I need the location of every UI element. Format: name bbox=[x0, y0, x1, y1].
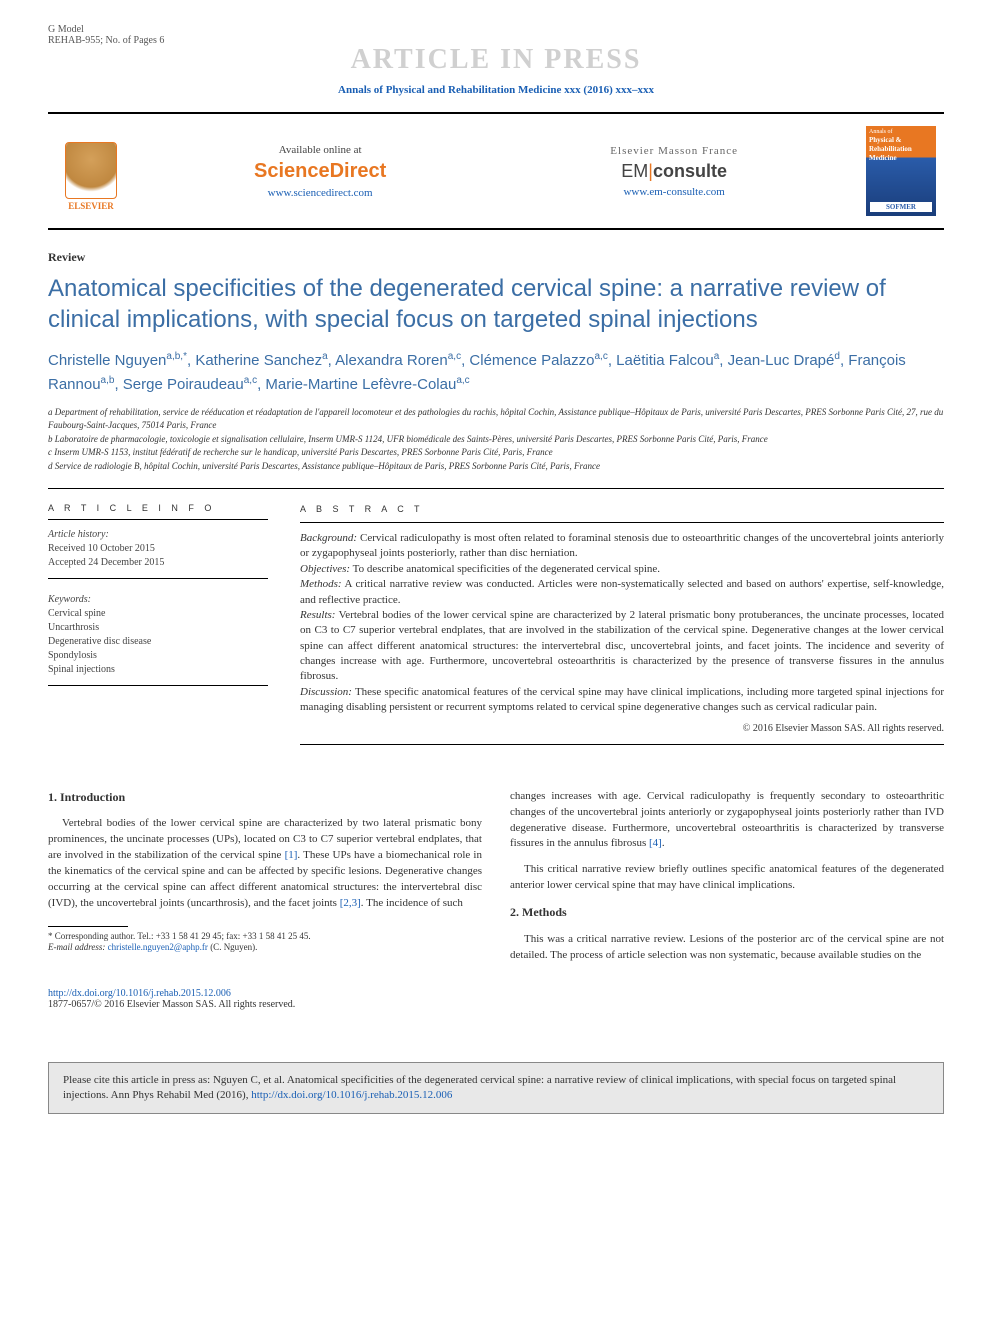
author: Laëtitia Falcou bbox=[616, 352, 714, 369]
article-info-heading: A R T I C L E I N F O bbox=[48, 503, 268, 520]
abstract-discussion-label: Discussion: bbox=[300, 686, 352, 698]
abstract-heading: A B S T R A C T bbox=[300, 503, 944, 523]
divider bbox=[300, 744, 944, 745]
citation-doi-link[interactable]: http://dx.doi.org/10.1016/j.rehab.2015.1… bbox=[251, 1089, 452, 1101]
consulte-text: consulte bbox=[653, 161, 727, 181]
intro-paragraph-3: This critical narrative review briefly o… bbox=[510, 862, 944, 894]
corr-email[interactable]: christelle.nguyen2@aphp.fr bbox=[108, 942, 208, 952]
journal-citation-line: Annals of Physical and Rehabilitation Me… bbox=[48, 84, 944, 96]
keyword: Spondylosis bbox=[48, 649, 268, 663]
abstract-objectives-label: Objectives: bbox=[300, 563, 350, 575]
article-title: Anatomical specificities of the degenera… bbox=[48, 273, 944, 335]
article-id: REHAB-955; No. of Pages 6 bbox=[48, 35, 164, 46]
author: Christelle Nguyen bbox=[48, 352, 166, 369]
article-type: Review bbox=[48, 250, 944, 265]
citation-text: Please cite this article in press as: Ng… bbox=[63, 1074, 896, 1101]
available-label: Available online at bbox=[254, 144, 386, 156]
keyword: Cervical spine bbox=[48, 607, 268, 621]
author: Clémence Palazzo bbox=[469, 352, 594, 369]
watermark: ARTICLE IN PRESS bbox=[48, 44, 944, 76]
corr-author-line: * Corresponding author. Tel.: +33 1 58 4… bbox=[48, 931, 482, 943]
sciencedirect-block: Available online at ScienceDirect www.sc… bbox=[254, 144, 386, 199]
emconsulte-block: Elsevier Masson France EM|consulte www.e… bbox=[610, 145, 738, 198]
keyword: Spinal injections bbox=[48, 663, 268, 677]
body-column-right: changes increases with age. Cervical rad… bbox=[510, 789, 944, 974]
divider bbox=[48, 685, 268, 686]
history-label: Article history: bbox=[48, 528, 268, 542]
cover-rehab: Rehabilitation bbox=[869, 145, 933, 153]
affiliation-d: d Service de radiologie B, hôpital Cochi… bbox=[48, 460, 944, 473]
affiliation-a: a Department of rehabilitation, service … bbox=[48, 406, 944, 431]
received-date: Received 10 October 2015 bbox=[48, 542, 268, 556]
keywords-label: Keywords: bbox=[48, 593, 268, 607]
author: Alexandra Roren bbox=[335, 352, 448, 369]
footnote-divider bbox=[48, 926, 128, 927]
journal-cover-icon: Annals of Physical & Rehabilitation Medi… bbox=[866, 126, 936, 216]
divider bbox=[48, 488, 944, 489]
elsevier-masson-label: Elsevier Masson France bbox=[610, 145, 738, 157]
abstract-methods-label: Methods: bbox=[300, 578, 342, 590]
author: Katherine Sanchez bbox=[195, 352, 322, 369]
ref-link[interactable]: [1] bbox=[285, 849, 298, 861]
affiliation-c: c Inserm UMR-S 1153, institut fédératif … bbox=[48, 446, 944, 459]
doi-link[interactable]: http://dx.doi.org/10.1016/j.rehab.2015.1… bbox=[48, 988, 231, 999]
emconsulte-brand: EM|consulte bbox=[610, 161, 738, 182]
author-list: Christelle Nguyena,b,*, Katherine Sanche… bbox=[48, 349, 944, 396]
cover-physical: Physical & bbox=[869, 136, 933, 144]
cover-annals: Annals of bbox=[869, 129, 933, 135]
em-text: EM bbox=[621, 161, 648, 181]
elsevier-label: ELSEVIER bbox=[68, 201, 114, 211]
ref-link[interactable]: [4] bbox=[649, 837, 662, 849]
divider bbox=[48, 578, 268, 579]
issn-copyright: 1877-0657/© 2016 Elsevier Masson SAS. Al… bbox=[48, 999, 944, 1010]
affiliations: a Department of rehabilitation, service … bbox=[48, 406, 944, 472]
doi-block: http://dx.doi.org/10.1016/j.rehab.2015.1… bbox=[48, 988, 944, 1010]
elsevier-logo: ELSEVIER bbox=[56, 131, 126, 211]
sciencedirect-brand: ScienceDirect bbox=[254, 160, 386, 183]
ref-link[interactable]: [2,3] bbox=[340, 897, 361, 909]
author: Marie-Martine Lefèvre-Colau bbox=[265, 376, 456, 393]
keyword: Uncarthrosis bbox=[48, 621, 268, 635]
body-column-left: 1. Introduction Vertebral bodies of the … bbox=[48, 789, 482, 974]
gmodel-label: G Model bbox=[48, 24, 164, 35]
section-methods-heading: 2. Methods bbox=[510, 904, 944, 921]
abstract-copyright: © 2016 Elsevier Masson SAS. All rights r… bbox=[300, 722, 944, 736]
affiliation-b: b Laboratoire de pharmacologie, toxicolo… bbox=[48, 433, 944, 446]
author: Jean-Luc Drapé bbox=[728, 352, 835, 369]
emconsulte-link[interactable]: www.em-consulte.com bbox=[610, 186, 738, 198]
cover-medicine: Medicine bbox=[869, 154, 933, 162]
cover-sofmer: SOFMER bbox=[870, 202, 932, 212]
abstract-results-label: Results: bbox=[300, 609, 335, 621]
section-intro-heading: 1. Introduction bbox=[48, 789, 482, 806]
citation-box: Please cite this article in press as: Ng… bbox=[48, 1062, 944, 1115]
article-info-column: A R T I C L E I N F O Article history: R… bbox=[48, 503, 268, 752]
methods-paragraph: This was a critical narrative review. Le… bbox=[510, 932, 944, 964]
abstract-text: Background: Cervical radiculopathy is mo… bbox=[300, 531, 944, 716]
elsevier-tree-icon bbox=[65, 142, 117, 199]
abstract-column: A B S T R A C T Background: Cervical rad… bbox=[300, 503, 944, 752]
keyword: Degenerative disc disease bbox=[48, 635, 268, 649]
abstract-background-label: Background: bbox=[300, 532, 357, 544]
publisher-header: ELSEVIER Available online at ScienceDire… bbox=[48, 112, 944, 230]
corresponding-author-footnote: * Corresponding author. Tel.: +33 1 58 4… bbox=[48, 931, 482, 954]
accepted-date: Accepted 24 December 2015 bbox=[48, 556, 268, 570]
email-label: E-mail address: bbox=[48, 942, 108, 952]
intro-paragraph-cont: changes increases with age. Cervical rad… bbox=[510, 789, 944, 853]
author: Serge Poiraudeau bbox=[123, 376, 244, 393]
intro-paragraph: Vertebral bodies of the lower cervical s… bbox=[48, 816, 482, 912]
sciencedirect-link[interactable]: www.sciencedirect.com bbox=[254, 187, 386, 199]
